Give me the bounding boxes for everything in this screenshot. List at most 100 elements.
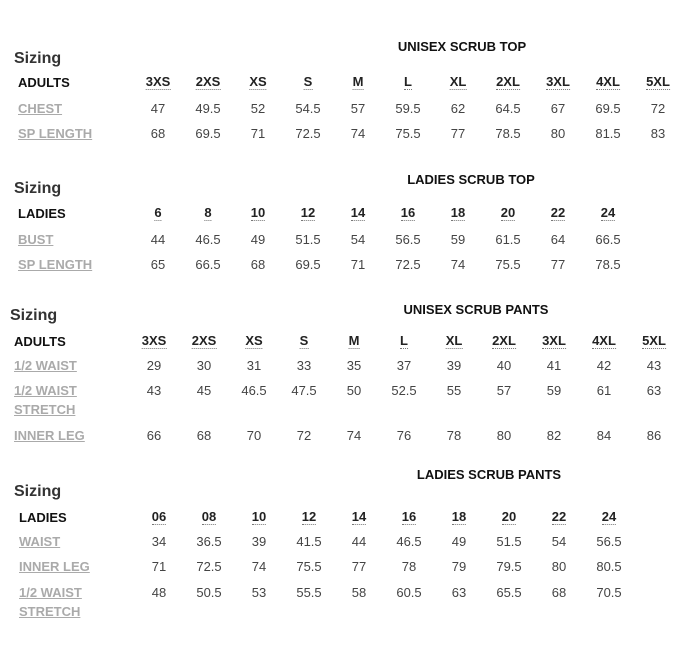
cell-value: 39 <box>251 534 267 549</box>
cell-value: 77 <box>351 559 367 574</box>
cell-value: 50 <box>346 383 362 398</box>
cell-value: 52.5 <box>391 383 417 398</box>
size-header: 5XL <box>646 74 670 90</box>
cell-value: 54 <box>551 534 567 549</box>
size-header: 4XL <box>596 74 620 90</box>
cell-value: 60.5 <box>396 585 422 600</box>
cell-value: 37 <box>396 358 412 373</box>
section-title: UNISEX SCRUB TOP <box>397 39 527 54</box>
cell-value: 49 <box>250 232 266 247</box>
size-header: 14 <box>351 509 367 525</box>
size-header: 10 <box>250 205 266 221</box>
cell-value: 80 <box>496 428 512 443</box>
cell-value: 55.5 <box>296 585 322 600</box>
cell-value: 52 <box>250 101 266 116</box>
size-header: 6 <box>154 205 162 221</box>
sizing-heading: Sizing <box>14 180 62 197</box>
row-label: SP LENGTH <box>18 257 93 272</box>
cell-value: 47 <box>150 101 166 116</box>
cell-value: 69.5 <box>195 126 221 141</box>
size-header: M <box>352 74 364 90</box>
cell-value: 43 <box>146 383 162 398</box>
cell-value: 81.5 <box>595 126 621 141</box>
cell-value: 56.5 <box>596 534 622 549</box>
cell-value: 66.5 <box>595 232 621 247</box>
size-header: S <box>303 74 313 90</box>
cell-value: 68 <box>250 257 266 272</box>
cell-value: 40 <box>496 358 512 373</box>
row-label: INNER LEG <box>19 559 90 574</box>
cell-value: 79.5 <box>496 559 522 574</box>
size-header: 22 <box>550 205 566 221</box>
size-header: 12 <box>301 509 317 525</box>
cell-value: 77 <box>450 126 466 141</box>
size-header: 06 <box>151 509 167 525</box>
row-label: SP LENGTH <box>18 126 93 141</box>
header-label: LADIES <box>19 510 67 525</box>
cell-value: 54.5 <box>295 101 321 116</box>
cell-value: 64.5 <box>495 101 521 116</box>
row-label: WAIST <box>19 534 61 549</box>
cell-value: 51.5 <box>295 232 321 247</box>
size-header: 10 <box>251 509 267 525</box>
cell-value: 29 <box>146 358 162 373</box>
size-header: 2XL <box>492 333 516 349</box>
cell-value: 78 <box>401 559 417 574</box>
size-header: 2XS <box>195 74 221 90</box>
section-title: LADIES SCRUB PANTS <box>416 467 562 482</box>
size-header: 2XL <box>496 74 520 90</box>
size-header: 5XL <box>642 333 666 349</box>
cell-value: 49 <box>451 534 467 549</box>
size-header: 4XL <box>592 333 616 349</box>
size-header: 18 <box>451 509 467 525</box>
cell-value: 64 <box>550 232 566 247</box>
cell-value: 44 <box>351 534 367 549</box>
cell-value: 58 <box>351 585 367 600</box>
size-header: 3XS <box>145 74 171 90</box>
cell-value: 80.5 <box>596 559 622 574</box>
cell-value: 79 <box>451 559 467 574</box>
cell-value: 65 <box>150 257 166 272</box>
cell-value: 63 <box>451 585 467 600</box>
cell-value: 62 <box>450 101 466 116</box>
cell-value: 78 <box>446 428 462 443</box>
cell-value: 66.5 <box>195 257 221 272</box>
size-header: XL <box>445 333 463 349</box>
cell-value: 72.5 <box>196 559 222 574</box>
cell-value: 72 <box>296 428 312 443</box>
cell-value: 61.5 <box>495 232 521 247</box>
size-header: XL <box>449 74 467 90</box>
cell-value: 77 <box>550 257 566 272</box>
cell-value: 72.5 <box>395 257 421 272</box>
cell-value: 55 <box>446 383 462 398</box>
cell-value: 46.5 <box>195 232 221 247</box>
cell-value: 31 <box>246 358 262 373</box>
cell-value: 72.5 <box>295 126 321 141</box>
row-label: BUST <box>18 232 54 247</box>
cell-value: 54 <box>350 232 366 247</box>
cell-value: 75.5 <box>296 559 322 574</box>
size-header: 16 <box>400 205 416 221</box>
cell-value: 80 <box>550 126 566 141</box>
cell-value: 48 <box>151 585 167 600</box>
size-header: 3XS <box>141 333 167 349</box>
size-header: 20 <box>501 509 517 525</box>
cell-value: 74 <box>346 428 362 443</box>
cell-value: 69.5 <box>595 101 621 116</box>
size-header: 24 <box>601 509 617 525</box>
sizing-heading: Sizing <box>14 483 62 500</box>
size-header: 8 <box>204 205 212 221</box>
size-header: 3XL <box>542 333 566 349</box>
size-header: 14 <box>350 205 366 221</box>
size-header: 22 <box>551 509 567 525</box>
cell-value: 65.5 <box>496 585 522 600</box>
header-label: ADULTS <box>18 75 70 90</box>
cell-value: 42 <box>596 358 612 373</box>
cell-value: 41.5 <box>296 534 322 549</box>
size-header: 3XL <box>546 74 570 90</box>
cell-value: 78.5 <box>495 126 521 141</box>
sizing-heading: Sizing <box>14 50 62 67</box>
row-label: 1/2 WAIST STRETCH <box>19 585 82 619</box>
cell-value: 57 <box>350 101 366 116</box>
cell-value: 68 <box>150 126 166 141</box>
